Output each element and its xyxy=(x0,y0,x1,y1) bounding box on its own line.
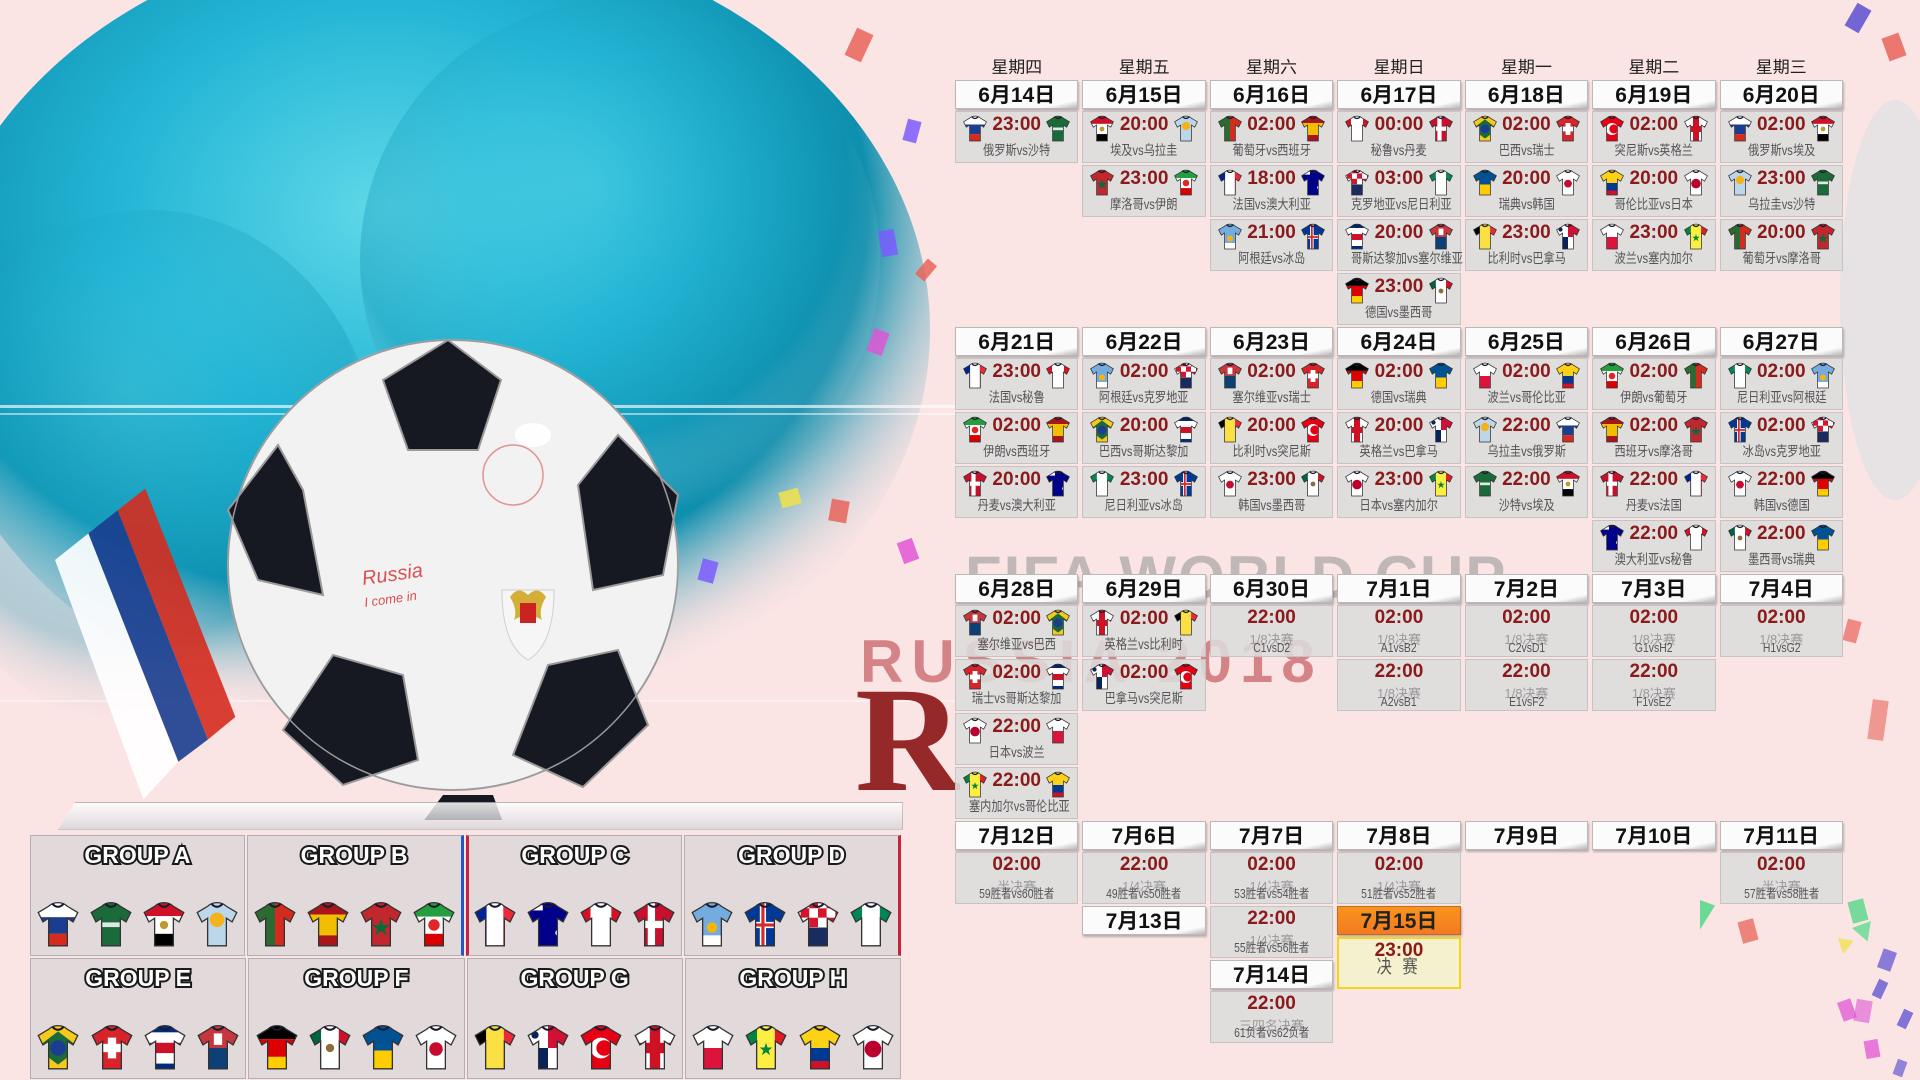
svg-text:R: R xyxy=(855,657,960,820)
